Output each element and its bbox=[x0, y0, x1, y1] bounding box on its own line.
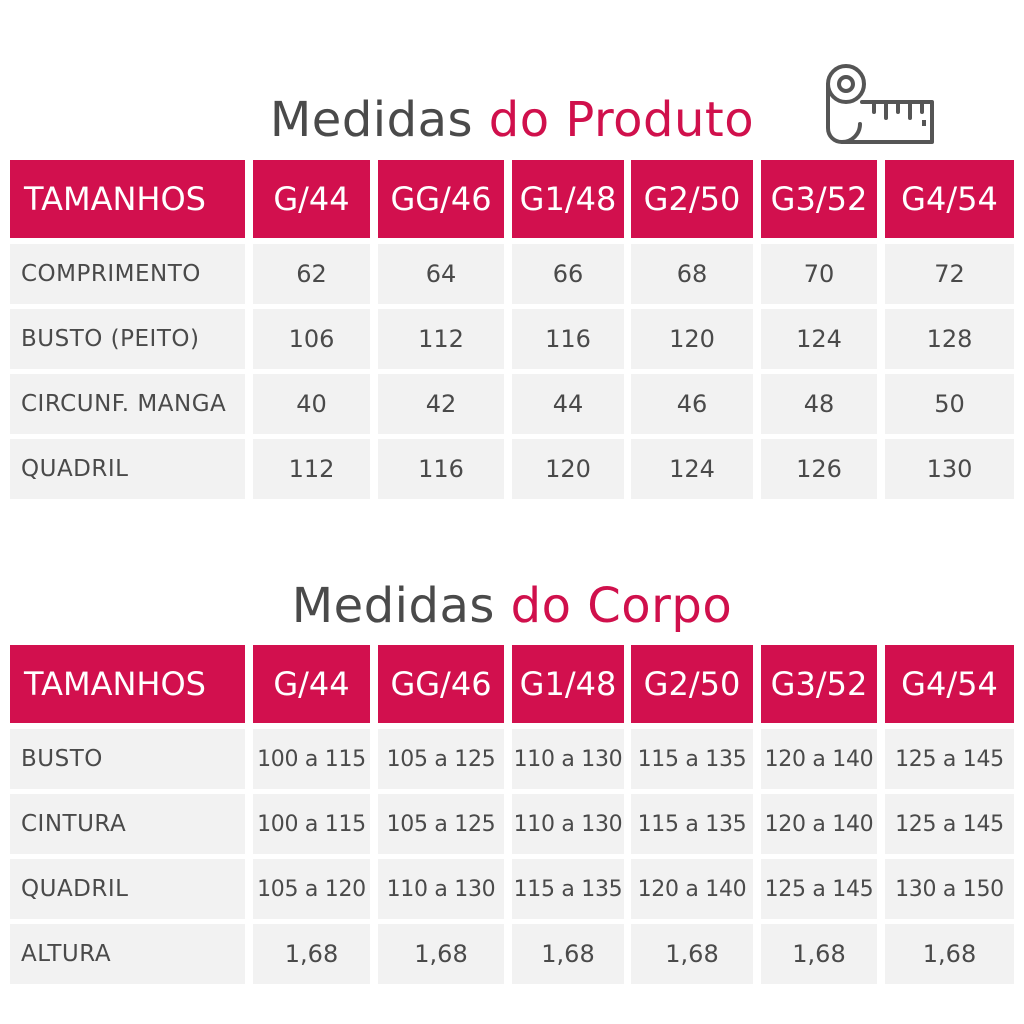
body-size-header: G4/54 bbox=[885, 645, 1014, 723]
product-measure-cell: 106 bbox=[253, 309, 370, 369]
product-size-header: G4/54 bbox=[885, 160, 1014, 238]
body-measure-cell: 110 a 130 bbox=[378, 859, 504, 919]
product-size-header: G1/48 bbox=[512, 160, 624, 238]
product-measure-cell: 66 bbox=[512, 244, 624, 304]
product-measure-cell: 128 bbox=[885, 309, 1014, 369]
product-measure-cell: 116 bbox=[512, 309, 624, 369]
product-measure-cell: 50 bbox=[885, 374, 1014, 434]
product-measure-cell: 130 bbox=[885, 439, 1014, 499]
product-measure-cell: 116 bbox=[378, 439, 504, 499]
product-size-header: GG/46 bbox=[378, 160, 504, 238]
product-size-header: G/44 bbox=[253, 160, 370, 238]
product-measure-cell: 126 bbox=[761, 439, 877, 499]
product-title-dark: Medidas bbox=[269, 92, 474, 148]
body-measures-title: Medidas do Corpo bbox=[0, 582, 1024, 630]
product-measure-cell: 112 bbox=[253, 439, 370, 499]
body-row-label: CINTURA bbox=[10, 794, 245, 854]
body-measure-cell: 105 a 120 bbox=[253, 859, 370, 919]
product-measure-cell: 124 bbox=[631, 439, 753, 499]
body-measure-cell: 1,68 bbox=[512, 924, 624, 984]
body-measure-cell: 1,68 bbox=[378, 924, 504, 984]
body-measure-cell: 105 a 125 bbox=[378, 729, 504, 789]
body-measure-cell: 130 a 150 bbox=[885, 859, 1014, 919]
body-size-header: GG/46 bbox=[378, 645, 504, 723]
body-measure-cell: 125 a 145 bbox=[761, 859, 877, 919]
product-row-label: COMPRIMENTO bbox=[10, 244, 245, 304]
body-title-accent: do Corpo bbox=[510, 578, 733, 634]
body-size-header: G/44 bbox=[253, 645, 370, 723]
product-measure-cell: 120 bbox=[631, 309, 753, 369]
body-row-label: ALTURA bbox=[10, 924, 245, 984]
body-measure-cell: 115 a 135 bbox=[631, 794, 753, 854]
body-measure-cell: 125 a 145 bbox=[885, 729, 1014, 789]
product-measure-cell: 40 bbox=[253, 374, 370, 434]
body-header-label: TAMANHOS bbox=[10, 645, 245, 723]
body-measure-cell: 1,68 bbox=[761, 924, 877, 984]
product-size-header: G2/50 bbox=[631, 160, 753, 238]
product-measure-cell: 70 bbox=[761, 244, 877, 304]
product-header-label: TAMANHOS bbox=[10, 160, 245, 238]
body-size-header: G3/52 bbox=[761, 645, 877, 723]
product-row-label: QUADRIL bbox=[10, 439, 245, 499]
product-row-label: BUSTO (PEITO) bbox=[10, 309, 245, 369]
product-measure-cell: 46 bbox=[631, 374, 753, 434]
body-measure-cell: 120 a 140 bbox=[761, 794, 877, 854]
product-measure-cell: 64 bbox=[378, 244, 504, 304]
body-measure-cell: 120 a 140 bbox=[761, 729, 877, 789]
body-size-header: G2/50 bbox=[631, 645, 753, 723]
product-measure-cell: 68 bbox=[631, 244, 753, 304]
product-measure-cell: 124 bbox=[761, 309, 877, 369]
product-measure-cell: 120 bbox=[512, 439, 624, 499]
product-title-accent: do Produto bbox=[488, 92, 755, 148]
body-row-label: BUSTO bbox=[10, 729, 245, 789]
product-measure-cell: 44 bbox=[512, 374, 624, 434]
product-row-label: CIRCUNF. MANGA bbox=[10, 374, 245, 434]
body-measure-cell: 100 a 115 bbox=[253, 729, 370, 789]
product-measure-cell: 62 bbox=[253, 244, 370, 304]
product-size-header: G3/52 bbox=[761, 160, 877, 238]
body-measure-cell: 125 a 145 bbox=[885, 794, 1014, 854]
body-title-dark: Medidas bbox=[291, 578, 495, 634]
product-measure-cell: 42 bbox=[378, 374, 504, 434]
body-measure-cell: 1,68 bbox=[631, 924, 753, 984]
body-measure-cell: 100 a 115 bbox=[253, 794, 370, 854]
body-measure-cell: 110 a 130 bbox=[512, 729, 624, 789]
body-measure-cell: 115 a 135 bbox=[512, 859, 624, 919]
product-measures-title: Medidas do Produto bbox=[0, 96, 1024, 144]
body-measure-cell: 110 a 130 bbox=[512, 794, 624, 854]
body-measure-cell: 1,68 bbox=[885, 924, 1014, 984]
body-measure-cell: 105 a 125 bbox=[378, 794, 504, 854]
product-measure-cell: 48 bbox=[761, 374, 877, 434]
product-measure-cell: 112 bbox=[378, 309, 504, 369]
body-row-label: QUADRIL bbox=[10, 859, 245, 919]
measuring-tape-icon bbox=[826, 64, 934, 144]
body-size-header: G1/48 bbox=[512, 645, 624, 723]
body-measure-cell: 115 a 135 bbox=[631, 729, 753, 789]
product-measure-cell: 72 bbox=[885, 244, 1014, 304]
body-measure-cell: 120 a 140 bbox=[631, 859, 753, 919]
body-measure-cell: 1,68 bbox=[253, 924, 370, 984]
